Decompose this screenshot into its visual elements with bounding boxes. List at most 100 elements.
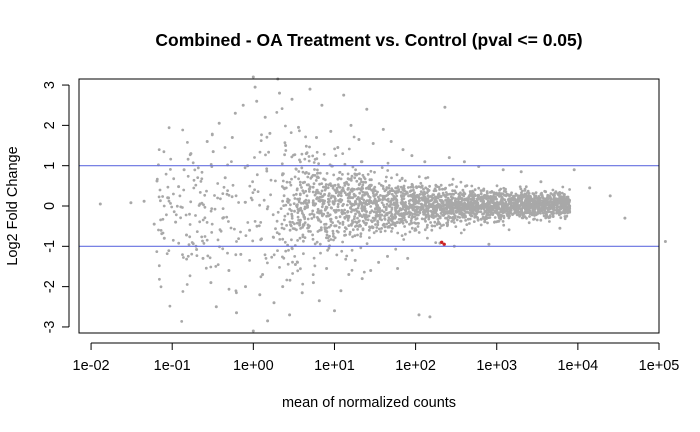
gene-point <box>253 188 256 192</box>
gene-point <box>378 210 382 214</box>
gene-point <box>340 190 343 194</box>
gene-point <box>390 203 394 206</box>
gene-point <box>371 201 375 205</box>
gene-point <box>318 182 321 186</box>
gene-point <box>181 290 185 293</box>
gene-point <box>168 304 172 308</box>
gene-point <box>438 226 442 230</box>
gene-point <box>376 223 380 227</box>
gene-point <box>341 187 345 191</box>
gene-point <box>403 179 407 183</box>
gene-point <box>289 203 292 207</box>
gene-point <box>497 192 501 195</box>
gene-point <box>295 260 299 264</box>
gene-point <box>463 197 467 201</box>
gene-point <box>337 208 341 212</box>
gene-point <box>300 152 304 156</box>
gene-point <box>424 219 427 223</box>
gene-point <box>265 135 269 139</box>
gene-point <box>499 207 503 211</box>
gene-point <box>274 227 277 231</box>
gene-point <box>463 201 467 205</box>
gene-point <box>353 215 356 218</box>
gene-point <box>219 197 222 201</box>
gene-point <box>495 197 498 201</box>
gene-point <box>560 195 564 199</box>
gene-point <box>223 176 227 180</box>
gene-point <box>433 224 437 228</box>
gene-point <box>216 263 220 266</box>
gene-point <box>564 203 568 207</box>
gene-point <box>366 218 370 222</box>
gene-point <box>209 281 213 285</box>
gene-point <box>389 223 393 227</box>
gene-point <box>186 157 190 161</box>
gene-point <box>483 217 486 221</box>
gene-point <box>307 155 311 158</box>
gene-point <box>221 192 225 196</box>
gene-point <box>402 202 406 206</box>
gene-point <box>407 199 411 203</box>
gene-point <box>507 216 511 220</box>
gene-point <box>205 189 208 193</box>
gene-point <box>382 222 386 226</box>
gene-point <box>469 193 473 196</box>
gene-point <box>474 194 477 198</box>
gene-point <box>325 233 329 237</box>
gene-point <box>377 182 381 185</box>
gene-point <box>337 190 341 194</box>
gene-point <box>378 198 382 202</box>
gene-point <box>167 126 171 130</box>
gene-point <box>487 213 490 217</box>
gene-point <box>459 191 462 195</box>
gene-point <box>504 200 508 204</box>
gene-point <box>398 207 402 211</box>
gene-point <box>430 213 434 217</box>
gene-point <box>319 226 323 230</box>
gene-point <box>284 149 288 152</box>
gene-point <box>304 189 308 193</box>
gene-point <box>200 235 204 239</box>
gene-point <box>317 218 321 222</box>
gene-point <box>296 239 299 242</box>
gene-point <box>347 273 351 276</box>
gene-point <box>520 197 524 201</box>
gene-point <box>233 111 237 115</box>
gene-point <box>371 142 375 145</box>
gene-point <box>381 184 385 188</box>
gene-point <box>293 263 297 266</box>
gene-point <box>209 209 213 213</box>
gene-point <box>186 254 190 258</box>
gene-point <box>526 189 530 193</box>
gene-point <box>202 242 206 245</box>
gene-point <box>160 232 164 236</box>
gene-point <box>437 193 440 197</box>
gene-point <box>165 252 169 256</box>
gene-point <box>181 253 184 256</box>
gene-point <box>302 252 305 256</box>
gene-point <box>449 209 453 213</box>
gene-point <box>221 247 225 251</box>
gene-point <box>325 172 329 175</box>
gene-point <box>213 194 216 197</box>
gene-point <box>487 210 491 214</box>
gene-point <box>560 203 564 207</box>
gene-point <box>410 154 414 158</box>
gene-point <box>297 199 301 202</box>
gene-point <box>320 189 324 193</box>
gene-point <box>424 215 428 219</box>
gene-point <box>345 180 348 184</box>
gene-point <box>470 184 474 188</box>
gene-point <box>312 215 316 219</box>
gene-point <box>446 218 450 222</box>
gene-point <box>290 177 293 181</box>
gene-point <box>401 192 405 195</box>
gene-point <box>408 190 412 193</box>
gene-point <box>491 198 494 202</box>
x-tick-label: 1e+03 <box>476 358 517 374</box>
gene-point <box>376 221 380 224</box>
gene-point <box>373 189 377 193</box>
gene-point <box>233 227 236 231</box>
gene-point <box>520 191 523 195</box>
gene-point <box>518 185 522 189</box>
